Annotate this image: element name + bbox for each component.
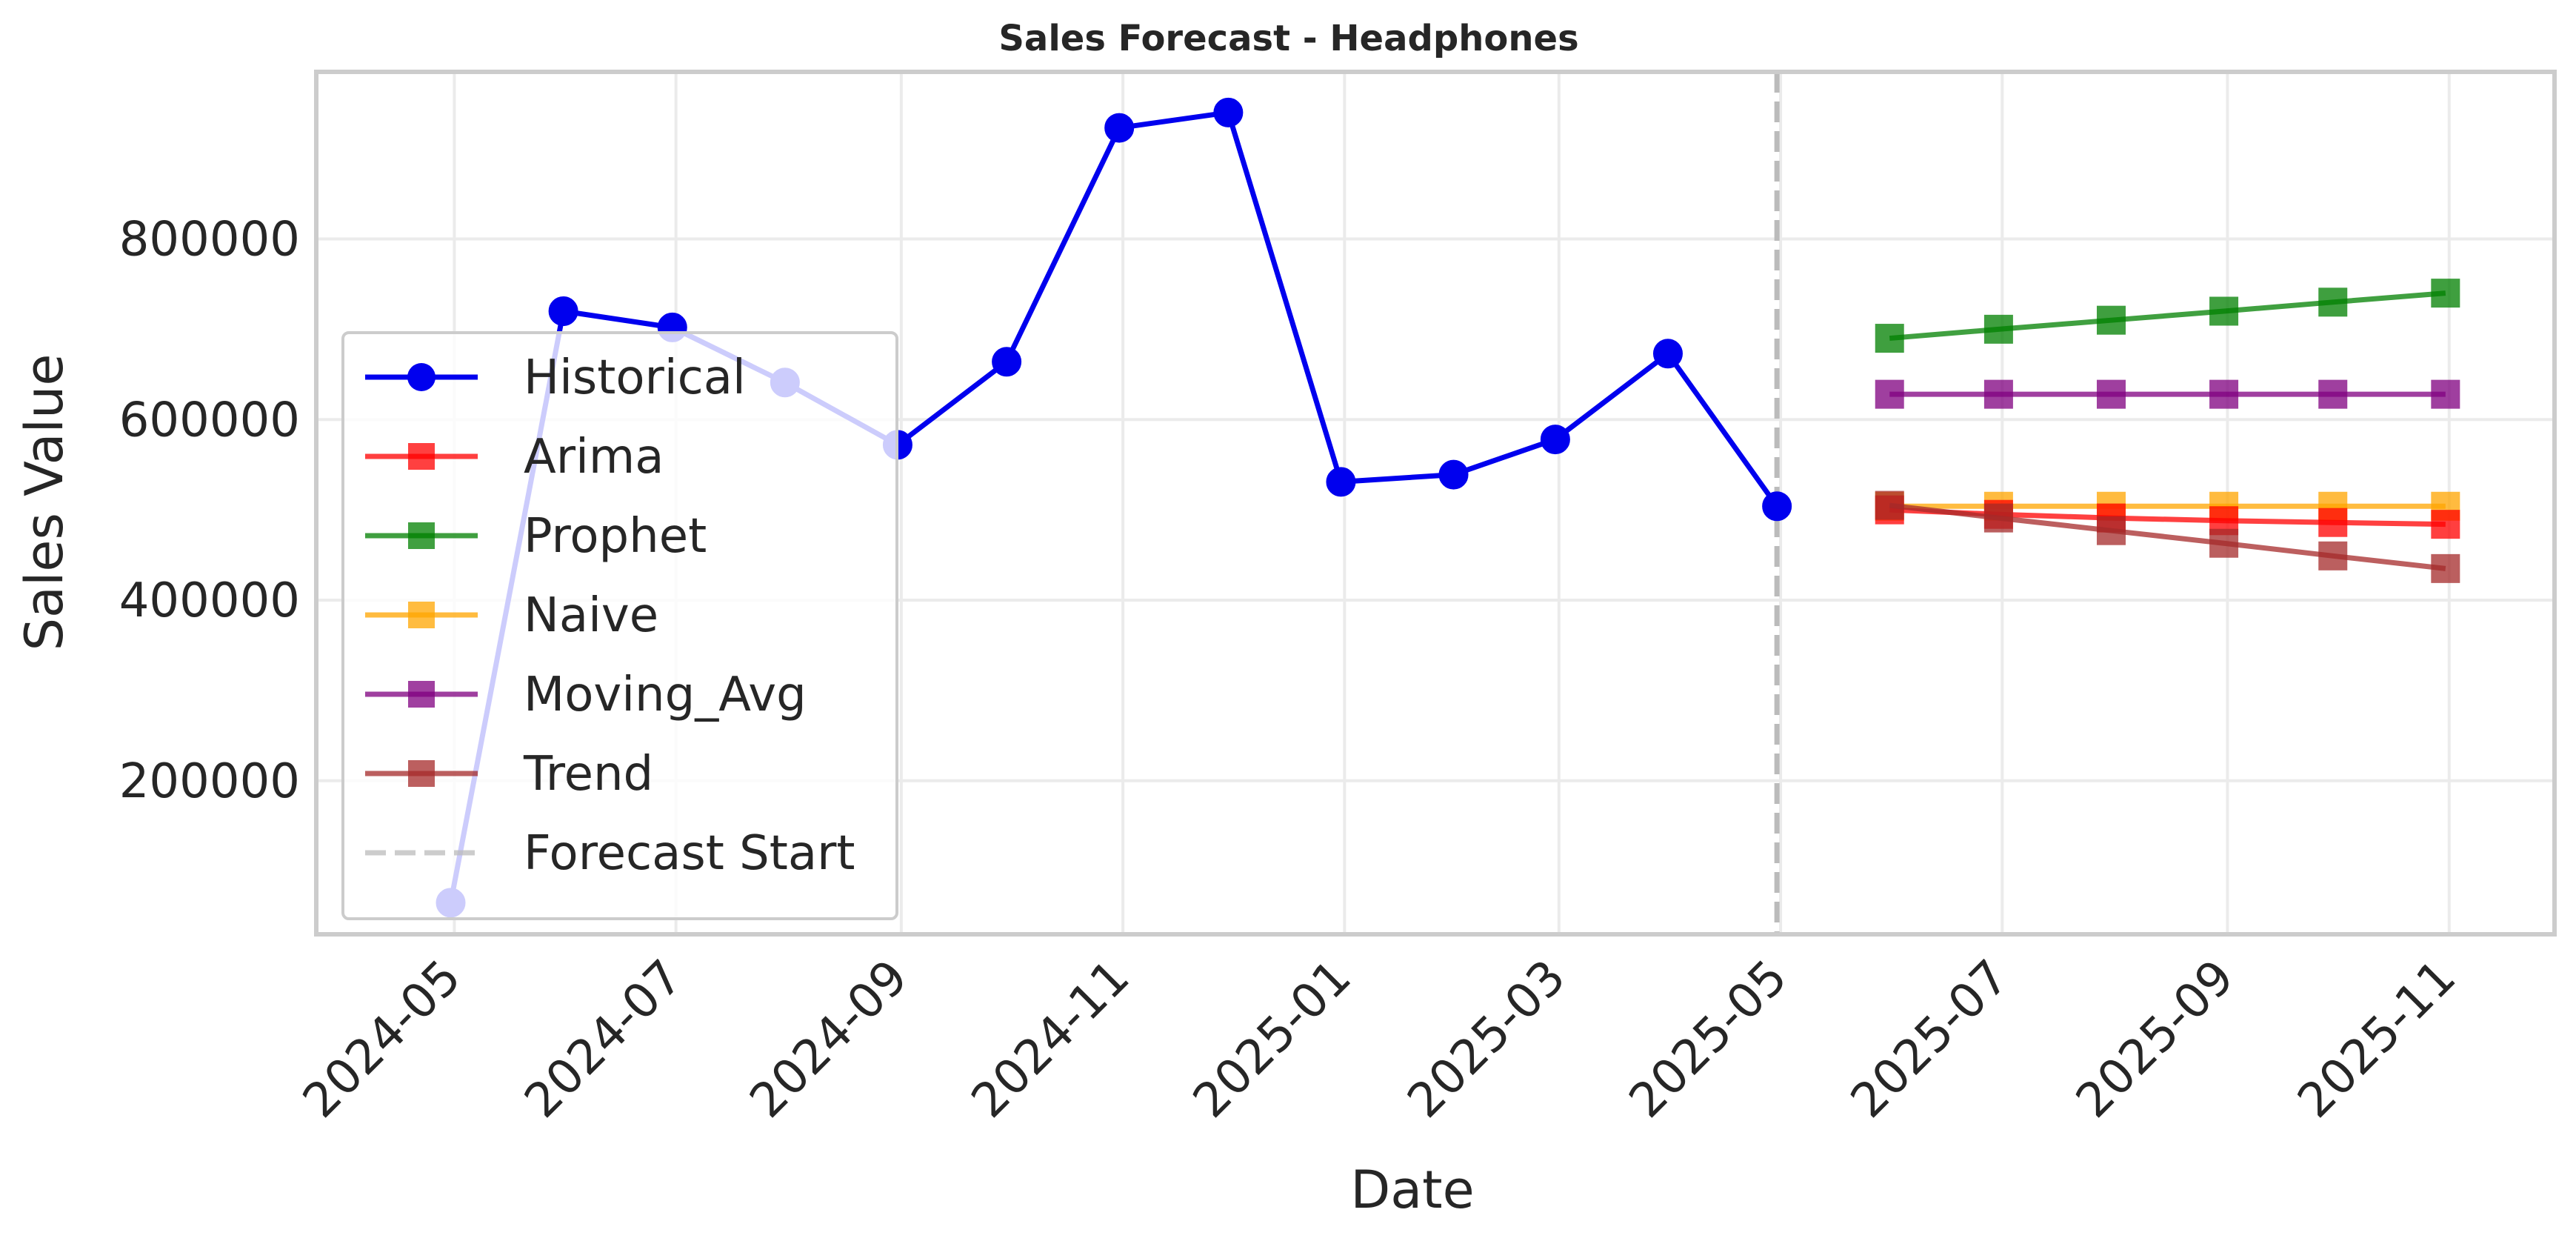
data-point	[2096, 379, 2126, 409]
data-point	[1104, 113, 1135, 143]
data-point	[2209, 379, 2239, 409]
data-point	[1983, 379, 2013, 409]
legend-item: Naive	[365, 588, 658, 643]
data-point	[1983, 314, 2013, 344]
legend-marker	[408, 522, 435, 549]
legend-item: Prophet	[365, 509, 707, 564]
series-layer	[436, 97, 2460, 918]
data-point	[1875, 324, 1904, 353]
data-point	[2096, 516, 2126, 545]
data-point	[1326, 467, 1356, 497]
series-line	[1889, 290, 2446, 342]
legend-label: Prophet	[524, 509, 707, 564]
legend-label: Arima	[524, 430, 664, 485]
legend-marker	[407, 363, 436, 391]
legend-item: Forecast Start	[365, 826, 855, 881]
legend-marker	[408, 602, 435, 628]
data-point	[2431, 553, 2460, 583]
data-point	[1540, 425, 1570, 455]
data-point	[1875, 379, 1904, 409]
data-point	[1762, 491, 1792, 522]
plot-frame	[314, 70, 2557, 937]
series-moving-avg	[1875, 379, 2460, 409]
data-point	[2096, 305, 2126, 335]
data-point	[548, 296, 578, 326]
data-point	[2318, 541, 2348, 571]
data-point	[992, 347, 1022, 377]
legend-label: Forecast Start	[524, 826, 855, 881]
data-point	[2431, 279, 2460, 308]
legend-item: Historical	[365, 350, 746, 405]
data-point	[2431, 379, 2460, 409]
y-tick-labels: 200000 400000 600000 800000	[119, 212, 300, 808]
data-point	[1875, 490, 1904, 520]
legend-marker	[408, 681, 435, 708]
legend-marker	[408, 443, 435, 470]
data-point	[1983, 503, 2013, 533]
data-point	[2209, 528, 2239, 558]
legend-item: Moving_Avg	[365, 668, 807, 722]
legend-marker	[408, 760, 435, 787]
legend-label: Historical	[524, 350, 746, 405]
chart-title: Sales Forecast - Headphones	[998, 18, 1578, 59]
data-point	[1213, 97, 1244, 127]
data-point	[2318, 508, 2348, 537]
legend-item: Trend	[365, 747, 653, 802]
series-line	[1889, 502, 2446, 571]
data-point	[2318, 287, 2348, 317]
legend-label: Moving_Avg	[524, 668, 807, 722]
y-axis-label: Sales Value	[14, 354, 75, 651]
y-tick-label: 600000	[119, 393, 300, 448]
data-point	[1652, 339, 1683, 369]
legend-item: Arima	[365, 430, 664, 485]
data-point	[2209, 296, 2239, 326]
legend-label: Naive	[524, 588, 658, 643]
legend-label: Trend	[523, 747, 653, 802]
y-tick-label: 800000	[119, 212, 300, 267]
data-point	[2318, 379, 2348, 409]
y-tick-label: 400000	[119, 573, 300, 628]
legend: Historical Arima Prophet Naive Moving_Avg Tre…	[341, 331, 898, 920]
legend-box	[341, 331, 898, 920]
data-point	[1438, 459, 1469, 490]
x-axis-label: Date	[1350, 1160, 1474, 1220]
data-point	[2431, 510, 2460, 539]
series-trend	[1875, 490, 2460, 583]
series-prophet	[1875, 279, 2460, 353]
y-tick-label: 200000	[119, 754, 300, 809]
